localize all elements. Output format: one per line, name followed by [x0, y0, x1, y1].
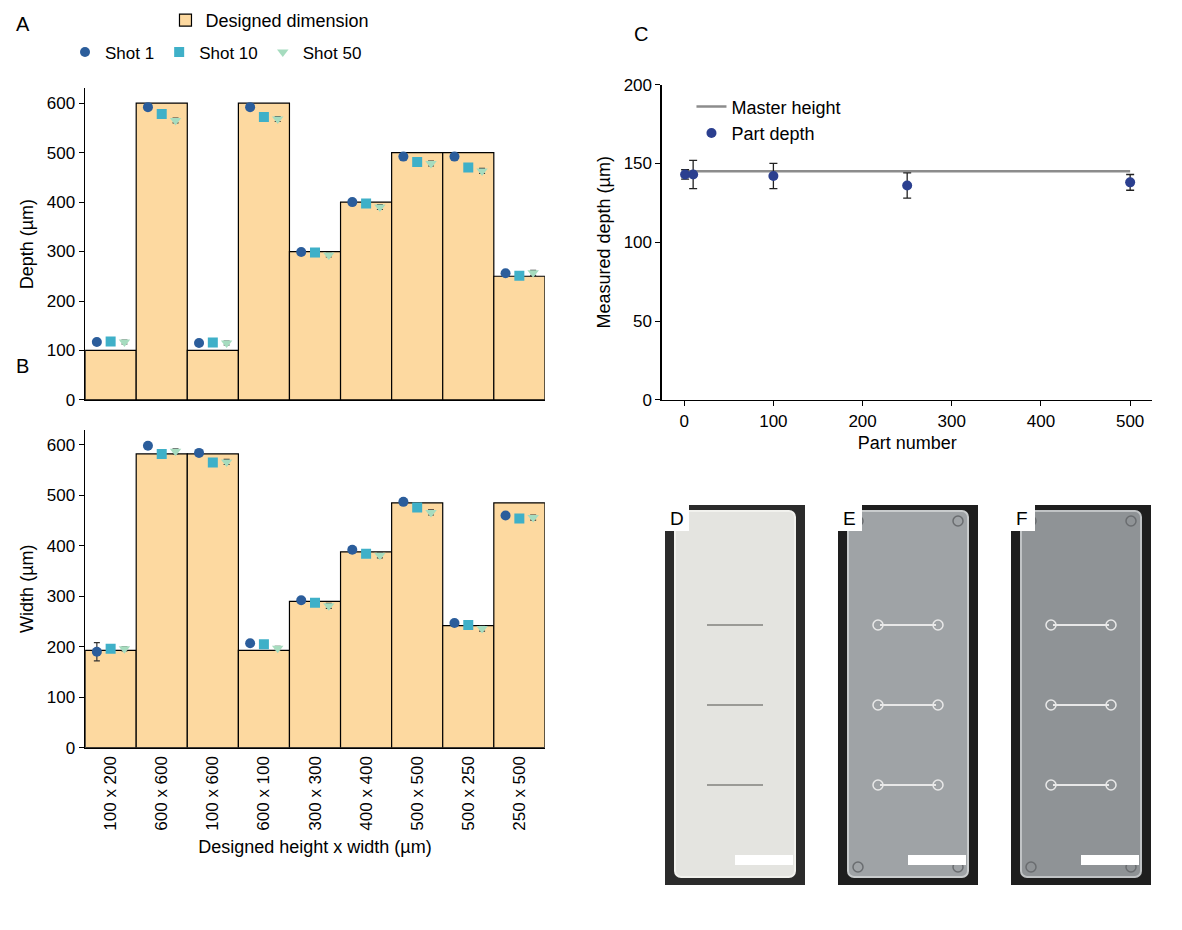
svg-text:Master height: Master height: [731, 98, 840, 118]
svg-text:0: 0: [643, 391, 652, 410]
svg-text:B: B: [16, 355, 29, 377]
svg-text:F: F: [1016, 508, 1028, 529]
svg-text:200: 200: [47, 638, 75, 657]
svg-text:400: 400: [47, 537, 75, 556]
svg-text:500: 500: [1116, 412, 1144, 431]
svg-text:400: 400: [47, 193, 75, 212]
svg-text:0: 0: [66, 739, 75, 758]
svg-text:Designed dimension: Designed dimension: [205, 11, 368, 31]
svg-text:100: 100: [759, 412, 787, 431]
svg-text:Designed height x width (µm): Designed height x width (µm): [198, 837, 431, 857]
svg-text:A: A: [16, 13, 30, 35]
svg-text:500: 500: [47, 144, 75, 163]
svg-text:200: 200: [624, 76, 652, 95]
svg-text:Depth (µm): Depth (µm): [17, 199, 37, 289]
svg-text:300: 300: [47, 587, 75, 606]
svg-text:Measured depth (µm): Measured depth (µm): [594, 156, 614, 328]
svg-text:500 x 250: 500 x 250: [459, 756, 478, 831]
svg-text:0: 0: [66, 391, 75, 410]
svg-text:400 x 400: 400 x 400: [357, 756, 376, 831]
svg-text:500 x 500: 500 x 500: [408, 756, 427, 831]
svg-text:600: 600: [47, 436, 75, 455]
svg-text:300: 300: [938, 412, 966, 431]
svg-text:400: 400: [1027, 412, 1055, 431]
svg-text:Part depth: Part depth: [731, 124, 814, 144]
svg-text:250 x 500: 250 x 500: [510, 756, 529, 831]
svg-text:500: 500: [47, 486, 75, 505]
svg-text:100: 100: [47, 688, 75, 707]
svg-text:300: 300: [47, 242, 75, 261]
svg-text:200: 200: [848, 412, 876, 431]
svg-text:0: 0: [679, 412, 688, 431]
svg-text:Part number: Part number: [858, 433, 957, 453]
svg-text:600: 600: [47, 94, 75, 113]
svg-text:150: 150: [624, 154, 652, 173]
svg-text:100 x 600: 100 x 600: [203, 756, 222, 831]
svg-text:C: C: [634, 23, 648, 45]
svg-text:Shot 1: Shot 1: [105, 44, 154, 63]
svg-text:300 x 300: 300 x 300: [306, 756, 325, 831]
svg-text:E: E: [843, 508, 856, 529]
svg-text:Shot 50: Shot 50: [303, 44, 362, 63]
svg-text:50: 50: [633, 312, 652, 331]
svg-text:D: D: [670, 508, 684, 529]
svg-text:600 x 600: 600 x 600: [152, 756, 171, 831]
svg-text:600 x 100: 600 x 100: [254, 756, 273, 831]
svg-text:100: 100: [47, 341, 75, 360]
svg-text:100: 100: [624, 233, 652, 252]
svg-text:Width (µm): Width (µm): [17, 545, 37, 633]
svg-text:100 x 200: 100 x 200: [101, 756, 120, 831]
svg-text:200: 200: [47, 292, 75, 311]
svg-text:Shot 10: Shot 10: [199, 44, 258, 63]
